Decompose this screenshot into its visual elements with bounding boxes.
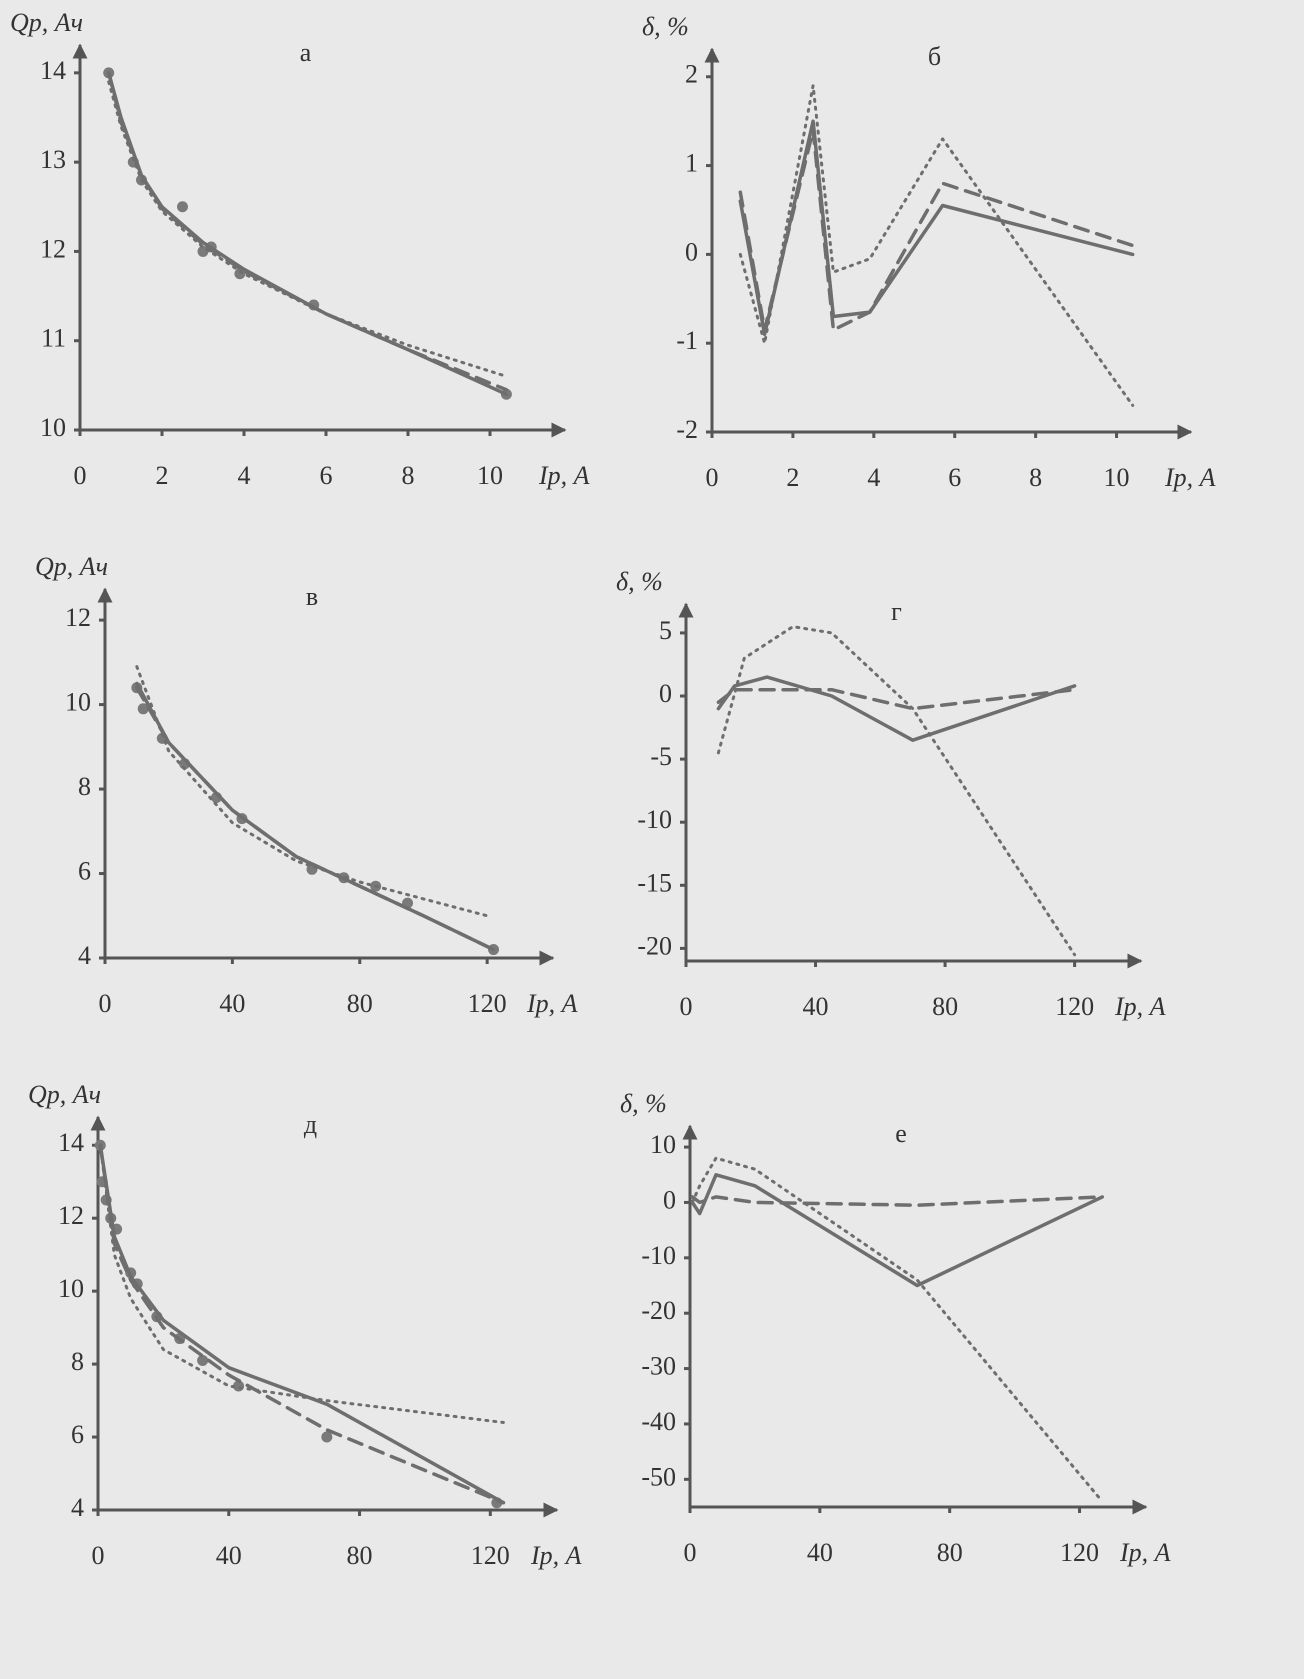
panel-label: а [300, 38, 312, 67]
y-tick-label: 10 [40, 413, 66, 442]
y-tick-label: 10 [650, 1130, 676, 1159]
x-axis-label: Iр, А [1114, 992, 1166, 1021]
x-axis-label: Iр, А [1119, 1538, 1171, 1567]
y-tick-label: 14 [40, 56, 66, 85]
y-tick-label: 0 [685, 237, 698, 266]
x-tick-label: 0 [92, 1541, 105, 1570]
panel-label: б [928, 42, 941, 71]
data-point [197, 1355, 208, 1366]
x-tick-label: 120 [1055, 992, 1094, 1021]
y-tick-label: 12 [58, 1201, 84, 1230]
x-tick-label: 0 [706, 463, 719, 492]
y-tick-label: -40 [641, 1407, 676, 1436]
panel-label: е [895, 1119, 907, 1148]
y-tick-label: 6 [71, 1420, 84, 1449]
y-tick-label: 12 [65, 603, 91, 632]
x-tick-label: 0 [99, 989, 112, 1018]
x-tick-label: 6 [948, 463, 961, 492]
x-tick-label: 80 [347, 1541, 373, 1570]
x-axis-label: Iр, А [526, 989, 578, 1018]
data-point [177, 201, 188, 212]
y-tick-label: -10 [641, 1241, 676, 1270]
y-tick-label: 10 [65, 688, 91, 717]
y-tick-label: -15 [637, 868, 672, 897]
x-tick-label: 4 [238, 461, 251, 490]
y-tick-label: -30 [641, 1352, 676, 1381]
x-tick-label: 120 [471, 1541, 510, 1570]
y-tick-label: 10 [58, 1274, 84, 1303]
y-tick-label: 1 [685, 149, 698, 178]
y-tick-label: 0 [659, 679, 672, 708]
x-tick-label: 80 [932, 992, 958, 1021]
x-tick-label: 8 [402, 461, 415, 490]
x-tick-label: 80 [937, 1538, 963, 1567]
y-tick-label: -2 [676, 415, 698, 444]
y-tick-label: -20 [637, 931, 672, 960]
x-tick-label: 40 [219, 989, 245, 1018]
x-axis-label: Iр, А [538, 461, 590, 490]
y-tick-label: 12 [40, 234, 66, 263]
panel-label: г [891, 597, 902, 626]
x-axis-label: Iр, А [1164, 463, 1216, 492]
x-tick-label: 40 [216, 1541, 242, 1570]
y-tick-label: -5 [650, 742, 672, 771]
x-tick-label: 10 [1104, 463, 1130, 492]
y-tick-label: 4 [78, 941, 91, 970]
x-tick-label: 40 [807, 1538, 833, 1567]
figure: 02468101011121314Iр, АQр, Ача0246810-2-1… [0, 0, 1304, 1679]
y-tick-label: 5 [659, 616, 672, 645]
x-tick-label: 6 [320, 461, 333, 490]
y-tick-label: 4 [71, 1493, 84, 1522]
y-tick-label: -20 [641, 1296, 676, 1325]
y-tick-label: 8 [78, 772, 91, 801]
y-axis-label: δ, % [616, 567, 663, 596]
x-tick-label: 40 [803, 992, 829, 1021]
x-tick-label: 0 [680, 992, 693, 1021]
y-tick-label: -1 [676, 326, 698, 355]
panel-label: д [304, 1110, 317, 1139]
y-tick-label: 0 [663, 1185, 676, 1214]
y-axis-label: Qр, Ач [10, 8, 83, 37]
y-tick-label: 8 [71, 1347, 84, 1376]
x-tick-label: 0 [74, 461, 87, 490]
y-tick-label: 6 [78, 856, 91, 885]
y-tick-label: 14 [58, 1128, 84, 1157]
panel-label: в [306, 582, 318, 611]
x-tick-label: 2 [786, 463, 799, 492]
x-tick-label: 80 [347, 989, 373, 1018]
y-tick-label: -50 [641, 1462, 676, 1491]
x-tick-label: 8 [1029, 463, 1042, 492]
x-tick-label: 0 [684, 1538, 697, 1567]
y-axis-label: δ, % [642, 12, 689, 41]
x-tick-label: 10 [477, 461, 503, 490]
x-tick-label: 120 [468, 989, 507, 1018]
y-tick-label: 11 [41, 324, 66, 353]
x-tick-label: 120 [1060, 1538, 1099, 1567]
y-axis-label: Qр, Ач [28, 1080, 101, 1109]
y-axis-label: δ, % [620, 1089, 667, 1118]
x-tick-label: 2 [156, 461, 169, 490]
y-tick-label: -10 [637, 805, 672, 834]
y-axis-label: Qр, Ач [35, 552, 108, 581]
x-axis-label: Iр, А [530, 1541, 582, 1570]
y-tick-label: 13 [40, 145, 66, 174]
y-tick-label: 2 [685, 60, 698, 89]
x-tick-label: 4 [867, 463, 880, 492]
